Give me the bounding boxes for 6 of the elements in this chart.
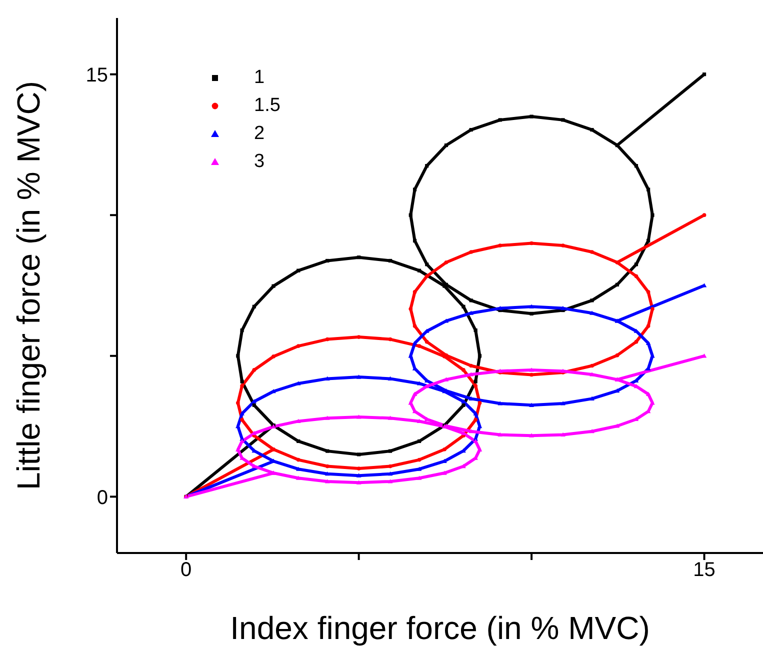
legend-label: 2 [254,123,265,145]
legend-label: 3 [254,151,265,173]
legend-label: 1 [254,67,265,89]
y-axis-title: Little finger force (in % MVC) [10,80,46,490]
x-axis-title: Index finger force (in % MVC) [230,610,650,646]
legend-label: 1.5 [254,95,280,117]
